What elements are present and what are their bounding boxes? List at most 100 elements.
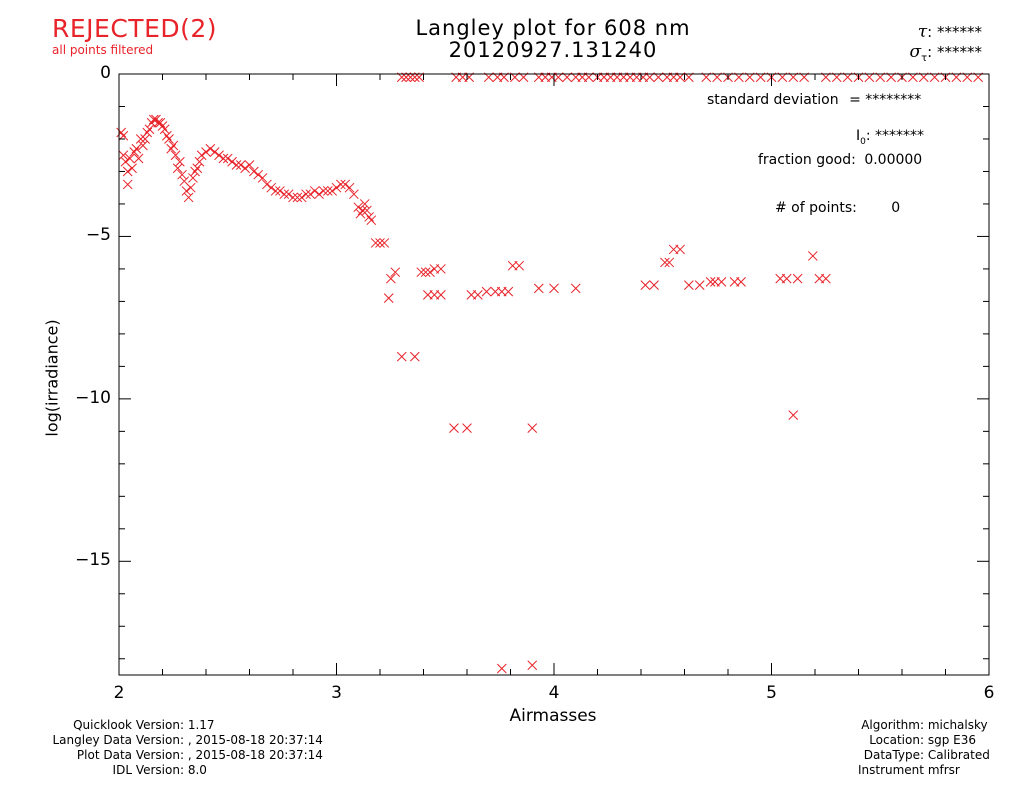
marker-stroke [179,176,190,187]
data-point [192,163,203,174]
marker-stroke [205,143,216,154]
data-point [527,660,538,671]
marker-stroke [270,186,281,196]
data-point [781,273,792,284]
i0-subscript: 0 [860,136,866,147]
sigma-tau-value: : ****** [927,43,982,61]
marker-stroke [503,286,514,297]
data-point [462,423,472,433]
marker-stroke [436,264,446,274]
marker-stroke [370,238,381,248]
footer-left-row: Plot Data Version: , 2015-08-18 20:37:14 [76,748,323,762]
marker-stroke [675,244,686,255]
marker-stroke [122,166,133,177]
data-point [503,286,514,297]
data-point [318,186,329,196]
marker-stroke [181,186,192,196]
data-point [396,351,407,362]
marker-stroke [366,215,377,226]
marker-stroke [705,277,716,287]
marker-stroke [253,169,264,180]
data-point [322,186,333,196]
marker-stroke [218,153,229,164]
marker-stroke [327,186,338,196]
data-point [736,277,746,287]
marker-stroke [416,267,427,278]
num-points-value: 0 [891,200,901,216]
data-point [170,150,181,161]
data-point [279,189,290,200]
plot-frame [118,73,990,676]
marker-stroke [266,182,277,193]
data-point [257,173,268,183]
data-point [331,182,342,193]
marker-stroke [161,130,172,141]
marker-stroke [170,150,181,161]
marker-stroke [144,124,155,135]
marker-stroke [353,202,364,213]
marker-stroke [331,182,342,193]
marker-stroke [362,205,372,216]
data-point [309,186,320,196]
data-point [227,156,237,167]
data-point [416,267,427,278]
marker-stroke [231,160,242,170]
status-sublabel: all points filtered [52,43,154,57]
data-point [235,160,246,170]
marker-stroke [288,192,298,203]
marker-stroke [172,163,183,174]
marker-stroke [335,179,346,190]
footer-right-row: Location: sgp E36 [869,733,976,747]
data-point [327,186,338,196]
marker-stroke [409,351,420,362]
data-point [140,134,150,144]
marker-stroke [227,156,237,167]
footer-left-row: Langley Data Version: , 2015-08-18 20:37… [52,733,323,747]
data-point [792,273,803,284]
marker-stroke [390,267,401,278]
footer-right-row: Algorithm: michalsky [861,718,988,732]
data-point [675,244,686,255]
marker-stroke [194,156,205,167]
data-point [266,182,277,193]
marker-stroke [383,293,394,304]
data-point [175,156,185,167]
data-point [514,260,525,271]
marker-stroke [736,277,746,287]
data-point [716,277,727,287]
data-point [159,124,170,135]
data-point [640,280,651,291]
y-tick-label: −5 [85,225,111,246]
data-point [127,163,137,174]
marker-stroke [781,273,792,284]
data-point [222,153,233,164]
data-point [131,143,142,154]
std-dev-value: = ******** [849,92,922,108]
data-point [288,192,298,203]
marker-stroke [549,283,559,294]
data-point [218,153,229,164]
data-point [262,179,272,190]
data-point [292,192,303,203]
marker-stroke [279,189,290,200]
data-point [181,186,192,196]
marker-stroke [533,283,544,294]
data-point [253,169,264,180]
marker-stroke [314,189,324,200]
x-tick-label: 3 [331,683,342,703]
footer-left-row: IDL Version: 8.0 [112,763,207,777]
footer-left-row: Quicklook Version: 1.17 [73,718,215,732]
marker-stroke [235,160,246,170]
data-point [248,166,259,177]
marker-stroke [125,153,135,164]
marker-stroke [116,127,127,138]
marker-stroke [151,114,161,125]
marker-stroke [640,280,651,291]
marker-stroke [283,189,294,200]
marker-stroke [153,117,164,128]
data-point [125,153,135,164]
data-point [164,134,174,144]
data-point [188,173,198,183]
marker-stroke [244,160,255,170]
